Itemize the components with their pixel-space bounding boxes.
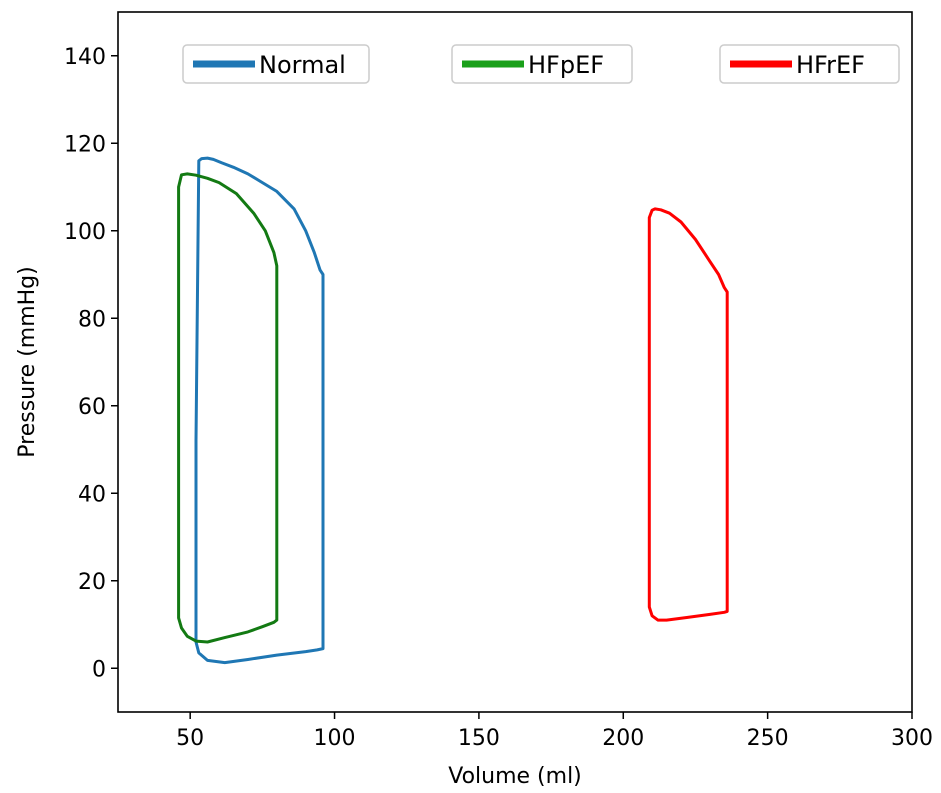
- x-tick-label: 50: [176, 726, 204, 751]
- series-line-hfpef: [177, 172, 279, 644]
- legend-box: [451, 44, 633, 84]
- y-axis: 0 20 40 60 80 100 120 140: [64, 45, 118, 682]
- series-line-normal: [194, 156, 325, 665]
- legend-item-hfref: HFrEF: [719, 44, 900, 84]
- legend-label: HFpEF: [528, 51, 604, 79]
- y-tick-label: 140: [64, 45, 106, 70]
- x-tick-label: 100: [314, 726, 356, 751]
- legend-item-normal: Normal: [182, 44, 370, 84]
- x-tick-label: 200: [602, 726, 644, 751]
- plot-lines: [177, 156, 729, 665]
- legend-box: [719, 44, 900, 84]
- y-tick-label: 20: [78, 570, 106, 595]
- x-tick-label: 300: [891, 726, 933, 751]
- plot-frame: [117, 11, 913, 713]
- legend-box: [182, 44, 370, 84]
- legend: Normal HFpEF HFrEF: [182, 44, 900, 84]
- x-tick-label: 250: [747, 726, 789, 751]
- x-tick-label: 150: [458, 726, 500, 751]
- x-axis: 50 100 150 200 250 300: [176, 712, 933, 751]
- y-axis-label: Pressure (mmHg): [15, 266, 40, 457]
- y-tick-label: 80: [78, 307, 106, 332]
- y-tick-label: 40: [78, 482, 106, 507]
- y-tick-label: 120: [64, 132, 106, 157]
- y-tick-label: 100: [64, 220, 106, 245]
- legend-label: Normal: [259, 51, 346, 79]
- legend-label: HFrEF: [796, 51, 865, 79]
- legend-item-hfpef: HFpEF: [451, 44, 633, 84]
- y-tick-label: 0: [92, 657, 106, 682]
- x-axis-label: Volume (ml): [448, 764, 582, 789]
- y-tick-label: 60: [78, 395, 106, 420]
- series-line-hfref: [647, 207, 729, 622]
